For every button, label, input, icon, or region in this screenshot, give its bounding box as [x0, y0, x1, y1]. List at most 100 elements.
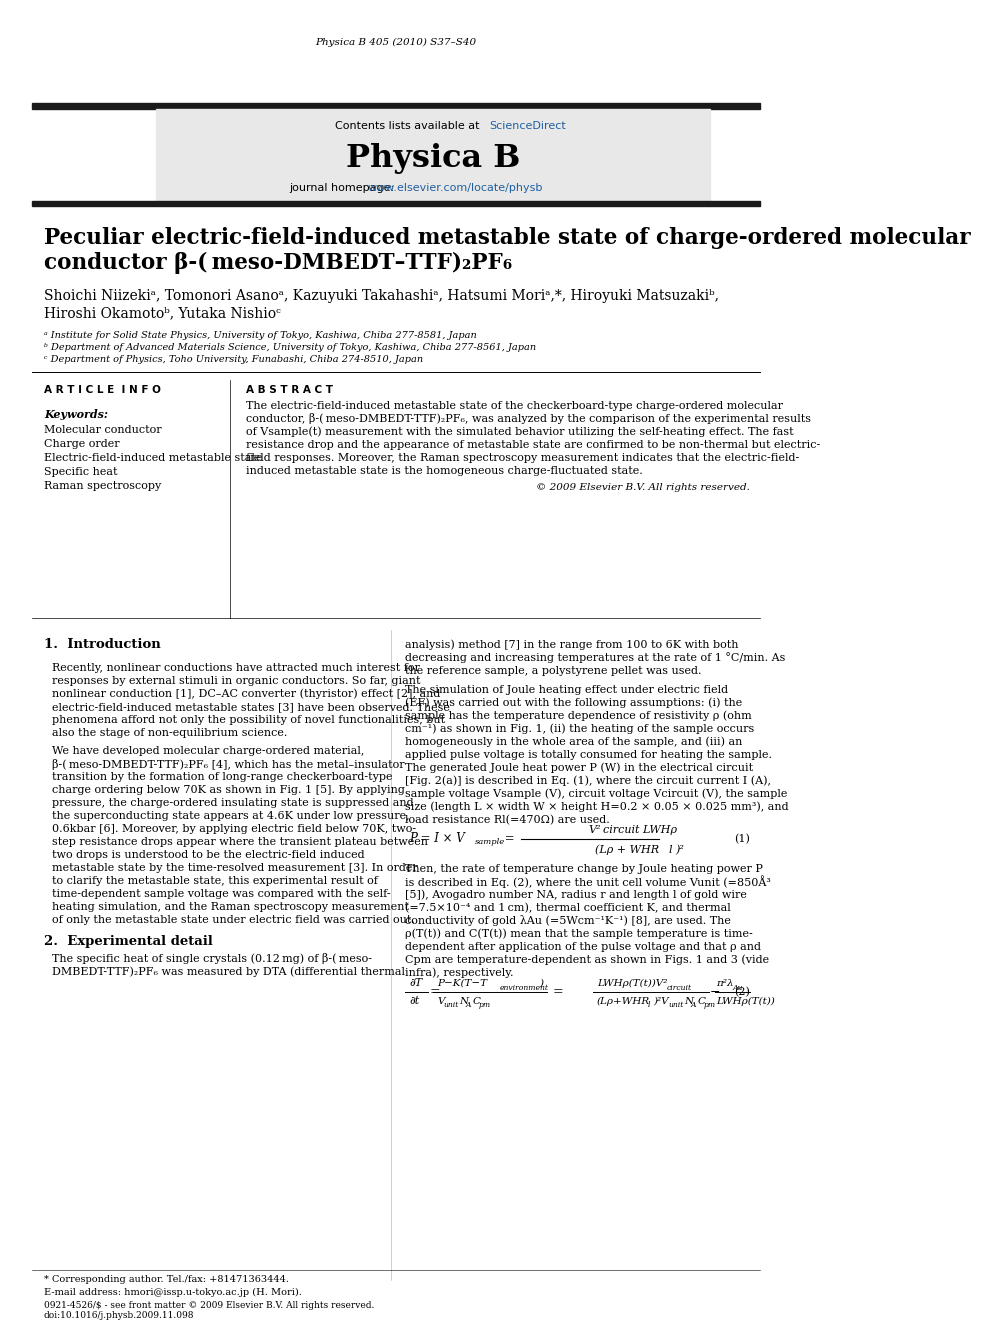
Text: 1.  Introduction: 1. Introduction: [44, 639, 161, 651]
Text: phenomena afford not only the possibility of novel functionalities, but: phenomena afford not only the possibilit…: [52, 714, 445, 725]
Text: size (length L × width W × height H=0.2 × 0.05 × 0.025 mm³), and: size (length L × width W × height H=0.2 …: [406, 802, 789, 812]
Text: the reference sample, a polystyrene pellet was used.: the reference sample, a polystyrene pell…: [406, 665, 702, 676]
Text: (2): (2): [734, 987, 750, 998]
Text: the superconducting state appears at 4.6K under low pressure,: the superconducting state appears at 4.6…: [52, 811, 410, 822]
Text: N: N: [459, 996, 469, 1005]
Text: pressure, the charge-ordered insulating state is suppressed and: pressure, the charge-ordered insulating …: [52, 798, 414, 808]
Text: circuit LWHρ: circuit LWHρ: [603, 826, 678, 835]
Text: field responses. Moreover, the Raman spectroscopy measurement indicates that the: field responses. Moreover, the Raman spe…: [246, 452, 799, 463]
Text: conductor, β-( meso-DMBEDT-TTF)₂PF₆, was analyzed by the comparison of the exper: conductor, β-( meso-DMBEDT-TTF)₂PF₆, was…: [246, 414, 810, 425]
Text: ᵇ Department of Advanced Materials Science, University of Tokyo, Kashiwa, Chiba : ᵇ Department of Advanced Materials Scien…: [44, 344, 536, 352]
Text: [Fig. 2(a)] is described in Eq. (1), where the circuit current I (A),: [Fig. 2(a)] is described in Eq. (1), whe…: [406, 775, 772, 786]
Text: two drops is understood to be the electric-field induced: two drops is understood to be the electr…: [52, 849, 364, 860]
Text: V²: V²: [589, 826, 601, 835]
Text: The simulation of Joule heating effect under electric field: The simulation of Joule heating effect u…: [406, 685, 728, 695]
Text: * Corresponding author. Tel./fax: +81471363444.: * Corresponding author. Tel./fax: +81471…: [44, 1275, 289, 1285]
Text: ∂T: ∂T: [410, 978, 423, 988]
Text: Raman spectroscopy: Raman spectroscopy: [44, 482, 161, 491]
Text: time-dependent sample voltage was compared with the self-: time-dependent sample voltage was compar…: [52, 889, 391, 900]
Text: ᶜ Department of Physics, Toho University, Funabashi, Chiba 274-8510, Japan: ᶜ Department of Physics, Toho University…: [44, 356, 423, 365]
Text: N: N: [684, 996, 693, 1005]
Text: l: l: [669, 845, 673, 855]
Text: doi:10.1016/j.physb.2009.11.098: doi:10.1016/j.physb.2009.11.098: [44, 1311, 194, 1320]
Text: induced metastable state is the homogeneous charge-fluctuated state.: induced metastable state is the homogene…: [246, 466, 643, 476]
Text: circuit: circuit: [667, 984, 692, 992]
Text: transition by the formation of long-range checkerboard-type: transition by the formation of long-rang…: [52, 773, 393, 782]
Text: sample has the temperature dependence of resistivity ρ (ohm: sample has the temperature dependence of…: [406, 710, 752, 721]
Text: (Lρ+WHR: (Lρ+WHR: [597, 996, 650, 1005]
Text: C: C: [472, 996, 480, 1005]
Text: load resistance Rl(=470Ω) are used.: load resistance Rl(=470Ω) are used.: [406, 815, 610, 826]
Text: Peculiar electric-field-induced metastable state of charge-ordered molecular: Peculiar electric-field-induced metastab…: [44, 228, 970, 249]
Text: to clarify the metastable state, this experimental result of: to clarify the metastable state, this ex…: [52, 876, 378, 886]
Text: metastable state by the time-resolved measurement [3]. In order: metastable state by the time-resolved me…: [52, 863, 418, 873]
Text: Shoichi Niizekiᵃ, Tomonori Asanoᵃ, Kazuyuki Takahashiᵃ, Hatsumi Moriᵃ,*, Hiroyuk: Shoichi Niizekiᵃ, Tomonori Asanoᵃ, Kazuy…: [44, 288, 719, 303]
Text: homogeneously in the whole area of the sample, and (iii) an: homogeneously in the whole area of the s…: [406, 737, 743, 747]
Text: sample voltage Vsample (V), circuit voltage Vcircuit (V), the sample: sample voltage Vsample (V), circuit volt…: [406, 789, 788, 799]
Text: environment: environment: [500, 984, 549, 992]
Text: journal homepage:: journal homepage:: [289, 183, 398, 193]
Text: Physica B: Physica B: [346, 143, 521, 173]
Text: −: −: [710, 986, 720, 999]
Text: P = I × V: P = I × V: [410, 832, 465, 845]
Text: ρ(T(t)) and C(T(t)) mean that the sample temperature is time-: ρ(T(t)) and C(T(t)) mean that the sample…: [406, 929, 753, 939]
Text: LWHρ(T(t))V²: LWHρ(T(t))V²: [597, 979, 668, 987]
Text: [5]), Avogadro number NA, radius r and length l of gold wire: [5]), Avogadro number NA, radius r and l…: [406, 890, 747, 900]
Text: unit: unit: [669, 1002, 684, 1009]
Text: We have developed molecular charge-ordered material,: We have developed molecular charge-order…: [52, 746, 364, 755]
Text: charge ordering below 70K as shown in Fig. 1 [5]. By applying: charge ordering below 70K as shown in Fi…: [52, 785, 405, 795]
Text: (EF) was carried out with the following assumptions: (i) the: (EF) was carried out with the following …: [406, 697, 743, 708]
Text: infra), respectively.: infra), respectively.: [406, 967, 514, 978]
Bar: [156, 108, 710, 201]
Text: conductor β-( meso-DMBEDT–TTF)₂PF₆: conductor β-( meso-DMBEDT–TTF)₂PF₆: [44, 251, 512, 274]
Text: A B S T R A C T: A B S T R A C T: [246, 385, 332, 396]
Text: Charge order: Charge order: [44, 439, 119, 448]
Text: Specific heat: Specific heat: [44, 467, 117, 478]
Text: C: C: [697, 996, 705, 1005]
Text: also the stage of non-equilibrium science.: also the stage of non-equilibrium scienc…: [52, 728, 288, 738]
Text: applied pulse voltage is totally consumed for heating the sample.: applied pulse voltage is totally consume…: [406, 750, 773, 759]
Text: The specific heat of single crystals (0.12 mg) of β-( meso-: The specific heat of single crystals (0.…: [52, 954, 372, 964]
Text: of Vsample(t) measurement with the simulated behavior utilizing the self-heating: of Vsample(t) measurement with the simul…: [246, 427, 794, 438]
Text: (Lρ + WHR: (Lρ + WHR: [595, 844, 660, 855]
Text: Au: Au: [732, 984, 743, 992]
Text: 0.6kbar [6]. Moreover, by applying electric field below 70K, two-: 0.6kbar [6]. Moreover, by applying elect…: [52, 824, 416, 833]
Bar: [32, 103, 760, 108]
Text: Physica B 405 (2010) S37–S40: Physica B 405 (2010) S37–S40: [315, 37, 476, 46]
Text: ScienceDirect: ScienceDirect: [489, 120, 565, 131]
Text: ): ): [540, 979, 544, 987]
Text: heating simulation, and the Raman spectroscopy measurement: heating simulation, and the Raman spectr…: [52, 902, 409, 912]
Text: Hiroshi Okamotoᵇ, Yutaka Nishioᶜ: Hiroshi Okamotoᵇ, Yutaka Nishioᶜ: [44, 306, 281, 320]
Text: (=7.5×10⁻⁴ and 1 cm), thermal coefficient K, and thermal: (=7.5×10⁻⁴ and 1 cm), thermal coefficien…: [406, 902, 731, 913]
Text: )²: )²: [675, 845, 683, 855]
Text: A R T I C L E  I N F O: A R T I C L E I N F O: [44, 385, 161, 396]
Text: (1): (1): [734, 833, 750, 844]
Text: dependent after application of the pulse voltage and that ρ and: dependent after application of the pulse…: [406, 942, 761, 953]
Text: nonlinear conduction [1], DC–AC converter (thyristor) effect [2], and: nonlinear conduction [1], DC–AC converte…: [52, 689, 440, 700]
Text: analysis) method [7] in the range from 100 to 6K with both: analysis) method [7] in the range from 1…: [406, 640, 739, 651]
Text: A: A: [466, 1002, 471, 1009]
Text: Electric-field-induced metastable state: Electric-field-induced metastable state: [44, 452, 262, 463]
Text: The generated Joule heat power P (W) in the electrical circuit: The generated Joule heat power P (W) in …: [406, 763, 754, 773]
Text: sample: sample: [475, 837, 505, 845]
Text: © 2009 Elsevier B.V. All rights reserved.: © 2009 Elsevier B.V. All rights reserved…: [537, 483, 750, 492]
Text: Molecular conductor: Molecular conductor: [44, 425, 162, 435]
Text: Then, the rate of temperature change by Joule heating power P: Then, the rate of temperature change by …: [406, 864, 763, 875]
Text: 2.  Experimental detail: 2. Experimental detail: [44, 934, 212, 947]
Text: =: =: [430, 986, 439, 999]
Text: DMBEDT-TTF)₂PF₆ was measured by DTA (differential thermal: DMBEDT-TTF)₂PF₆ was measured by DTA (dif…: [52, 967, 405, 978]
Text: LWHρ(T(t)): LWHρ(T(t)): [716, 996, 776, 1005]
Text: electric-field-induced metastable states [3] have been observed. These: electric-field-induced metastable states…: [52, 703, 449, 712]
Text: pm: pm: [703, 1002, 716, 1009]
Text: decreasing and increasing temperatures at the rate of 1 °C/min. As: decreasing and increasing temperatures a…: [406, 652, 786, 663]
Text: Contents lists available at: Contents lists available at: [335, 120, 483, 131]
Text: Recently, nonlinear conductions have attracted much interest for: Recently, nonlinear conductions have att…: [52, 663, 420, 673]
Text: Keywords:: Keywords:: [44, 410, 108, 421]
Text: cm⁻¹) as shown in Fig. 1, (ii) the heating of the sample occurs: cm⁻¹) as shown in Fig. 1, (ii) the heati…: [406, 724, 755, 734]
Text: ∂t: ∂t: [410, 996, 420, 1005]
Text: P−K(T−T: P−K(T−T: [437, 979, 487, 987]
Text: of only the metastable state under electric field was carried out.: of only the metastable state under elect…: [52, 916, 415, 925]
Text: 0921-4526/$ - see front matter © 2009 Elsevier B.V. All rights reserved.: 0921-4526/$ - see front matter © 2009 El…: [44, 1302, 374, 1311]
Text: resistance drop and the appearance of metastable state are confirmed to be non-t: resistance drop and the appearance of me…: [246, 441, 820, 450]
Text: )²V: )²V: [653, 996, 669, 1005]
